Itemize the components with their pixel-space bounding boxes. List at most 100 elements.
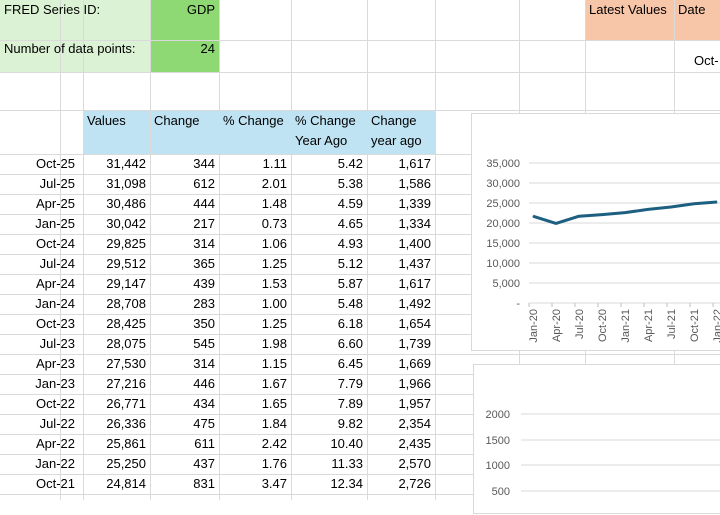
row-value[interactable]: 31,442: [106, 156, 146, 171]
row-value[interactable]: 28,075: [106, 336, 146, 351]
row-change[interactable]: 475: [193, 416, 215, 431]
row-pct-change[interactable]: 1.76: [261, 456, 287, 471]
row-pct-change[interactable]: 1.67: [261, 376, 287, 391]
row-change-year-ago[interactable]: 1,492: [398, 296, 431, 311]
row-change[interactable]: 444: [193, 196, 215, 211]
row-date[interactable]: Oct-22: [35, 396, 75, 411]
row-change-year-ago[interactable]: 1,334: [398, 216, 431, 231]
row-pct-change-year-ago[interactable]: 5.12: [337, 256, 363, 271]
row-pct-change[interactable]: 1.84: [261, 416, 287, 431]
row-change[interactable]: 217: [193, 216, 215, 231]
row-change-year-ago[interactable]: 1,617: [398, 156, 431, 171]
row-value[interactable]: 26,336: [106, 416, 146, 431]
row-date[interactable]: Jan-25: [35, 216, 75, 231]
row-value[interactable]: 29,147: [106, 276, 146, 291]
row-pct-change-year-ago[interactable]: 4.65: [337, 216, 363, 231]
row-change[interactable]: 612: [193, 176, 215, 191]
row-change[interactable]: 446: [193, 376, 215, 391]
row-pct-change[interactable]: 1.65: [261, 396, 287, 411]
row-change[interactable]: 283: [193, 296, 215, 311]
series-id-value[interactable]: GDP: [186, 2, 215, 17]
row-pct-change[interactable]: 1.25: [261, 256, 287, 271]
row-pct-change[interactable]: 1.48: [261, 196, 287, 211]
row-change[interactable]: 314: [193, 236, 215, 251]
row-value[interactable]: 25,861: [106, 436, 146, 451]
row-pct-change[interactable]: 1.53: [261, 276, 287, 291]
row-change-year-ago[interactable]: 2,570: [398, 456, 431, 471]
data-points-value[interactable]: 24: [200, 41, 215, 56]
row-pct-change-year-ago[interactable]: 6.60: [337, 336, 363, 351]
row-pct-change-year-ago[interactable]: 5.42: [337, 156, 363, 171]
row-change-year-ago[interactable]: 1,437: [398, 256, 431, 271]
row-pct-change-year-ago[interactable]: 11.33: [331, 456, 363, 471]
row-pct-change-year-ago[interactable]: 7.89: [337, 396, 363, 411]
row-date[interactable]: Jul-25: [39, 176, 75, 191]
row-value[interactable]: 31,098: [106, 176, 146, 191]
row-pct-change-year-ago[interactable]: 6.18: [337, 316, 363, 331]
row-pct-change[interactable]: 1.06: [261, 236, 287, 251]
row-pct-change-year-ago[interactable]: 4.93: [337, 236, 363, 251]
row-value[interactable]: 30,042: [106, 216, 146, 231]
row-date[interactable]: Oct-24: [35, 236, 75, 251]
row-change-year-ago[interactable]: 1,400: [398, 236, 431, 251]
row-value[interactable]: 24,814: [106, 476, 146, 491]
row-date[interactable]: Jan-24: [35, 296, 75, 311]
row-change-year-ago[interactable]: 1,586: [398, 176, 431, 191]
row-pct-change-year-ago[interactable]: 5.87: [337, 276, 363, 291]
row-change[interactable]: 439: [193, 276, 215, 291]
row-value[interactable]: 26,771: [106, 396, 146, 411]
row-change[interactable]: 314: [193, 356, 215, 371]
row-change-year-ago[interactable]: 1,966: [398, 376, 431, 391]
row-date[interactable]: Apr-24: [35, 276, 75, 291]
row-pct-change[interactable]: 3.47: [261, 476, 287, 491]
row-date[interactable]: Jan-22: [35, 456, 75, 471]
row-pct-change-year-ago[interactable]: 4.59: [337, 196, 363, 211]
row-date[interactable]: Jan-23: [35, 376, 75, 391]
gdp-line-chart[interactable]: - 5,000 10,000 15,000 20,000 25,000 30,000 35,0…: [471, 113, 720, 351]
row-change[interactable]: 545: [193, 336, 215, 351]
row-change-year-ago[interactable]: 1,339: [398, 196, 431, 211]
row-value[interactable]: 30,486: [106, 196, 146, 211]
row-pct-change-year-ago[interactable]: 9.82: [337, 416, 363, 431]
row-change-year-ago[interactable]: 1,669: [398, 356, 431, 371]
row-value[interactable]: 28,708: [106, 296, 146, 311]
row-value[interactable]: 27,530: [106, 356, 146, 371]
row-change-year-ago[interactable]: 2,435: [398, 436, 431, 451]
row-change[interactable]: 350: [193, 316, 215, 331]
row-pct-change[interactable]: 1.98: [261, 336, 287, 351]
row-change[interactable]: 831: [193, 476, 215, 491]
row-pct-change[interactable]: 2.42: [261, 436, 287, 451]
row-change-year-ago[interactable]: 1,957: [398, 396, 431, 411]
row-pct-change[interactable]: 1.15: [261, 356, 287, 371]
row-change-year-ago[interactable]: 1,654: [398, 316, 431, 331]
row-pct-change-year-ago[interactable]: 6.45: [337, 356, 363, 371]
row-change[interactable]: 611: [194, 436, 215, 451]
row-pct-change-year-ago[interactable]: 7.79: [337, 376, 363, 391]
row-change-year-ago[interactable]: 1,739: [398, 336, 431, 351]
row-change-year-ago[interactable]: 2,726: [398, 476, 431, 491]
row-pct-change[interactable]: 1.11: [262, 156, 287, 171]
row-value[interactable]: 25,250: [106, 456, 146, 471]
row-pct-change-year-ago[interactable]: 5.38: [337, 176, 363, 191]
row-date[interactable]: Oct-21: [35, 476, 75, 491]
row-pct-change[interactable]: 1.25: [261, 316, 287, 331]
latest-date-value[interactable]: Oct-: [694, 53, 719, 68]
row-pct-change-year-ago[interactable]: 5.48: [337, 296, 363, 311]
row-change[interactable]: 434: [193, 396, 215, 411]
row-date[interactable]: Apr-23: [35, 356, 75, 371]
row-date[interactable]: Jul-24: [39, 256, 75, 271]
row-change[interactable]: 344: [193, 156, 215, 171]
row-date[interactable]: Jul-23: [39, 336, 75, 351]
row-date[interactable]: Apr-22: [35, 436, 75, 451]
row-date[interactable]: Jul-22: [39, 416, 75, 431]
row-date[interactable]: Oct-23: [35, 316, 75, 331]
row-date[interactable]: Apr-25: [35, 196, 75, 211]
row-change-year-ago[interactable]: 1,617: [398, 276, 431, 291]
row-change[interactable]: 437: [193, 456, 215, 471]
row-pct-change[interactable]: 0.73: [261, 216, 287, 231]
row-pct-change[interactable]: 2.01: [261, 176, 287, 191]
row-value[interactable]: 27,216: [106, 376, 146, 391]
row-value[interactable]: 29,825: [106, 236, 146, 251]
row-pct-change-year-ago[interactable]: 10.40: [330, 436, 363, 451]
change-chart[interactable]: 500 1000 1500 2000: [473, 364, 720, 514]
